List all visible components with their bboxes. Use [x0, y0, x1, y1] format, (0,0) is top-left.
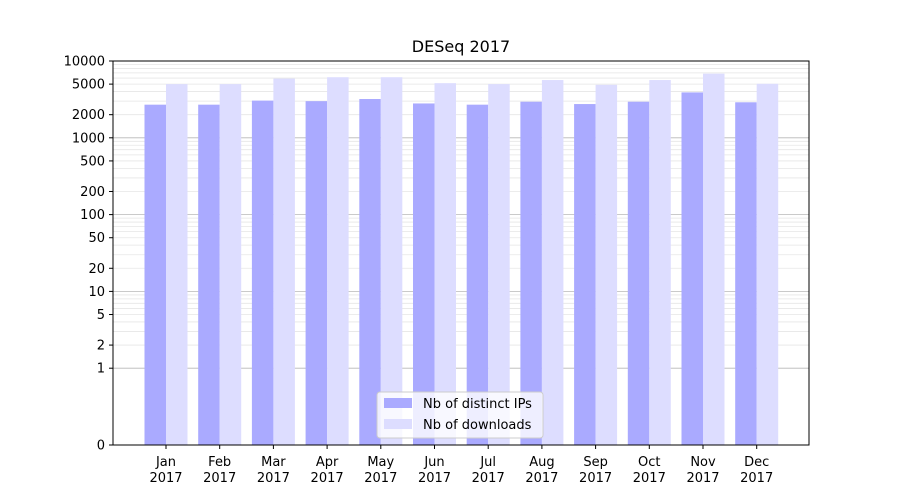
- x-tick-label-month: Jul: [479, 455, 496, 470]
- bar-downloads: [649, 80, 671, 446]
- legend-label-distinct-ips: Nb of distinct IPs: [423, 397, 532, 412]
- bar-distinct-ips: [735, 102, 757, 445]
- bar-distinct-ips: [251, 100, 274, 445]
- bar-downloads: [219, 84, 242, 445]
- x-tick-label-month: Feb: [208, 455, 231, 470]
- x-tick-label-month: Mar: [261, 455, 286, 470]
- bar-downloads: [703, 73, 725, 446]
- bar-downloads: [434, 83, 456, 445]
- x-tick-label-month: Jun: [423, 455, 444, 470]
- y-tick-label: 0: [97, 439, 105, 454]
- bar-downloads: [595, 84, 618, 445]
- x-tick-label-month: Aug: [529, 455, 554, 470]
- bar-distinct-ips: [305, 101, 328, 445]
- bar-distinct-ips: [520, 101, 542, 446]
- x-tick-label-year: 2017: [203, 471, 236, 486]
- bar-distinct-ips: [198, 104, 220, 445]
- x-tick-label-year: 2017: [257, 471, 290, 486]
- x-tick-label-year: 2017: [686, 471, 719, 486]
- bar-distinct-ips: [681, 92, 703, 445]
- bar-downloads: [488, 84, 510, 445]
- y-tick-label: 1000: [72, 131, 105, 146]
- bar-downloads: [166, 84, 188, 445]
- bar-distinct-ips: [466, 104, 489, 445]
- y-tick-label: 200: [80, 185, 105, 200]
- bar-downloads: [756, 83, 779, 445]
- y-tick-label: 2: [97, 339, 105, 354]
- x-tick-label-month: Sep: [583, 455, 608, 470]
- x-tick-label-month: Oct: [638, 455, 660, 470]
- bar-distinct-ips: [574, 104, 596, 445]
- bar-distinct-ips: [359, 99, 381, 445]
- legend: Nb of distinct IPs Nb of downloads: [376, 391, 544, 439]
- y-tick-label: 50: [88, 231, 105, 246]
- x-tick-label-month: Dec: [744, 455, 769, 470]
- x-tick-label-month: Apr: [316, 455, 339, 470]
- legend-swatch-distinct-ips: [384, 398, 412, 408]
- bar-distinct-ips: [627, 101, 650, 446]
- x-tick-label-month: Jan: [155, 455, 176, 470]
- legend-swatch-downloads: [384, 419, 412, 429]
- x-tick-label-year: 2017: [418, 471, 451, 486]
- axes-frame: [112, 60, 810, 446]
- y-tick-label: 10: [88, 285, 105, 300]
- x-tick-label-year: 2017: [579, 471, 612, 486]
- y-tick-label: 5: [97, 308, 105, 323]
- x-tick-label-month: May: [367, 455, 394, 470]
- bar-downloads: [273, 78, 295, 445]
- chart-title: DESeq 2017: [412, 37, 510, 56]
- bar-downloads: [380, 77, 403, 446]
- y-tick-label: 5000: [72, 78, 105, 93]
- bar-downloads: [327, 77, 349, 446]
- bar-downloads: [541, 80, 564, 446]
- legend-box: [376, 391, 544, 439]
- y-tick-label: 100: [80, 208, 105, 223]
- y-tick-label: 20: [88, 262, 105, 277]
- x-tick-label-year: 2017: [740, 471, 773, 486]
- y-tick-label: 2000: [72, 108, 105, 123]
- tick-layer: 012510205010020050010002000500010000Jan2…: [64, 55, 774, 487]
- bar-distinct-ips: [144, 104, 166, 445]
- bar-distinct-ips: [413, 103, 435, 446]
- y-tick-label: 500: [80, 154, 105, 169]
- x-tick-label-year: 2017: [633, 471, 666, 486]
- x-tick-label-year: 2017: [472, 471, 505, 486]
- y-tick-label: 1: [97, 362, 105, 377]
- bar-layer: [144, 73, 779, 446]
- x-tick-label-year: 2017: [525, 471, 558, 486]
- x-tick-label-year: 2017: [149, 471, 182, 486]
- x-tick-label-year: 2017: [311, 471, 344, 486]
- x-tick-label-year: 2017: [364, 471, 397, 486]
- x-tick-label-month: Nov: [690, 455, 716, 470]
- y-tick-label: 10000: [64, 55, 105, 70]
- legend-label-downloads: Nb of downloads: [423, 418, 532, 433]
